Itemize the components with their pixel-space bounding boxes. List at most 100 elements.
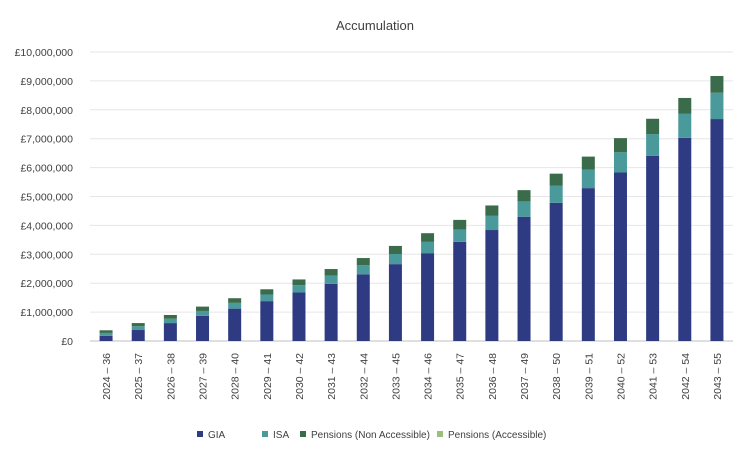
x-tick-label: 2033 – 45 xyxy=(390,353,402,400)
bar-segment xyxy=(260,301,274,341)
legend-label: ISA xyxy=(273,430,289,441)
bar-segment xyxy=(356,265,370,275)
legend-label: Pensions (Non Accessible) xyxy=(311,430,430,441)
bar-segment xyxy=(613,138,627,153)
bar-segment xyxy=(646,118,660,135)
bar-segment xyxy=(646,155,660,341)
bar-segment xyxy=(388,245,402,255)
y-tick-label: £5,000,000 xyxy=(20,192,73,204)
bar-segment xyxy=(324,269,338,276)
x-tick-label: 2035 – 47 xyxy=(455,353,467,400)
bar-segment xyxy=(163,323,177,341)
x-tick-label: 2031 – 43 xyxy=(326,353,338,400)
x-axis: 2024 – 36 2025 – 37 2026 – 38 2027 – 39 2028… xyxy=(101,353,724,400)
bar-segment xyxy=(710,92,724,120)
x-tick-label: 2028 – 40 xyxy=(230,353,242,400)
y-tick-label: £8,000,000 xyxy=(20,105,73,117)
legend: GIA ISA Pensions (Non Accessible) Pensions … xyxy=(197,430,546,441)
bar-segment xyxy=(292,279,306,286)
bar-segment xyxy=(678,113,692,138)
x-tick-label: 2024 – 36 xyxy=(101,353,113,400)
x-tick-label: 2034 – 46 xyxy=(423,353,435,400)
bar-segment xyxy=(517,190,531,202)
bar-segment xyxy=(613,172,627,341)
bar-segment xyxy=(292,285,306,293)
bar-segment xyxy=(421,233,435,242)
bar-segment xyxy=(260,289,274,295)
bar-segment xyxy=(324,275,338,284)
x-tick-label: 2039 – 51 xyxy=(583,353,595,400)
bar-segment xyxy=(196,310,210,316)
gridlines xyxy=(90,51,733,342)
bar-segment xyxy=(485,215,499,231)
bar-segment xyxy=(517,201,531,217)
bar-segment xyxy=(292,292,306,341)
y-tick-label: £0 xyxy=(61,336,73,348)
bar-segment xyxy=(453,219,467,230)
x-tick-label: 2041 – 53 xyxy=(648,353,660,400)
bar-segment xyxy=(196,306,210,311)
legend-swatch xyxy=(437,431,443,437)
y-tick-label: £10,000,000 xyxy=(15,47,74,59)
x-tick-label: 2042 – 54 xyxy=(680,353,692,400)
legend-label: Pensions (Accessible) xyxy=(448,430,546,441)
bars xyxy=(99,75,724,341)
y-tick-label: £9,000,000 xyxy=(20,76,73,88)
bar-segment xyxy=(131,323,145,327)
x-tick-label: 2043 – 55 xyxy=(712,353,724,400)
bar-segment xyxy=(581,156,595,170)
legend-swatch xyxy=(197,431,203,437)
bar-segment xyxy=(485,230,499,341)
x-tick-label: 2026 – 38 xyxy=(165,353,177,400)
x-tick-label: 2036 – 48 xyxy=(487,353,499,400)
bar-segment xyxy=(517,216,531,341)
bar-segment xyxy=(131,326,145,331)
bar-segment xyxy=(421,241,435,254)
bar-segment xyxy=(678,97,692,114)
bar-segment xyxy=(581,188,595,341)
y-tick-label: £4,000,000 xyxy=(20,220,73,232)
x-tick-label: 2040 – 52 xyxy=(615,353,627,400)
y-tick-label: £6,000,000 xyxy=(20,163,73,175)
y-tick-label: £3,000,000 xyxy=(20,249,73,261)
legend-swatch xyxy=(300,431,306,437)
bar-segment xyxy=(260,294,274,302)
chart-title: Accumulation xyxy=(336,18,414,33)
bar-segment xyxy=(485,205,499,216)
y-tick-label: £1,000,000 xyxy=(20,307,73,319)
bar-segment xyxy=(421,253,435,341)
bar-segment xyxy=(163,314,177,319)
bar-segment xyxy=(453,241,467,341)
x-tick-label: 2030 – 42 xyxy=(294,353,306,400)
x-tick-label: 2027 – 39 xyxy=(198,353,210,400)
bar-segment xyxy=(196,315,210,341)
bar-segment xyxy=(99,332,113,336)
bar-segment xyxy=(549,202,563,341)
y-axis: £0 £1,000,000 £2,000,000 £3,000,000 £4,000,0… xyxy=(15,47,74,348)
bar-segment xyxy=(388,264,402,341)
bar-segment xyxy=(549,185,563,203)
x-tick-label: 2037 – 49 xyxy=(519,353,531,400)
bar-segment xyxy=(710,119,724,341)
bar-segment xyxy=(131,330,145,341)
bar-segment xyxy=(356,258,370,266)
bar-segment xyxy=(549,173,563,186)
legend-label: GIA xyxy=(208,430,226,441)
bar-segment xyxy=(99,330,113,333)
x-tick-label: 2032 – 44 xyxy=(358,353,370,400)
y-tick-label: £2,000,000 xyxy=(20,278,73,290)
bar-segment xyxy=(710,75,724,93)
bar-segment xyxy=(646,134,660,156)
bar-segment xyxy=(388,254,402,265)
bar-segment xyxy=(99,335,113,341)
x-tick-label: 2029 – 41 xyxy=(262,353,274,400)
bar-segment xyxy=(163,318,177,324)
bar-segment xyxy=(356,274,370,341)
bar-segment xyxy=(581,169,595,189)
bar-segment xyxy=(453,229,467,242)
y-tick-label: £7,000,000 xyxy=(20,134,73,146)
x-tick-label: 2025 – 37 xyxy=(133,353,145,400)
bar-segment xyxy=(228,298,242,303)
bar-segment xyxy=(228,308,242,341)
